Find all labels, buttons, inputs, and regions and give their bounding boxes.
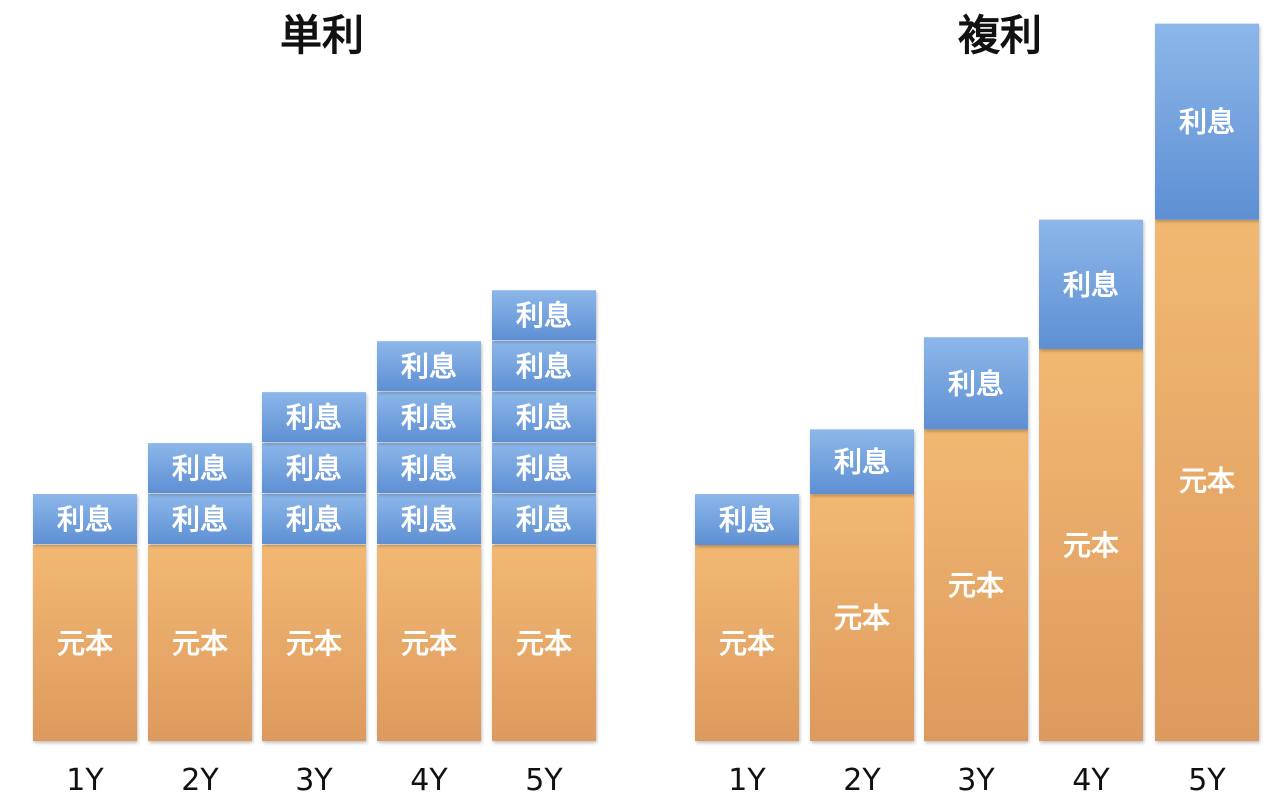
principal-bar-4-label: 元本 [401,627,457,660]
interest-bar-5 [1155,23,1259,220]
interest-block-1-1-label: 利息 [57,503,113,536]
interest-block-5-1 [492,494,596,544]
principal-bar-5 [492,545,596,741]
principal-bar-1 [33,545,137,741]
interest-block-5-3 [492,392,596,443]
interest-bar-2-label: 利息 [834,446,890,479]
interest-bar-5-label: 利息 [1179,106,1235,139]
interest-block-4-4-label: 利息 [401,350,457,383]
x-tick-label: 5Y [525,763,563,798]
principal-bar-3-label: 元本 [286,627,342,660]
x-tick-label: 5Y [1188,763,1226,798]
interest-block-4-1 [377,494,481,544]
interest-block-4-4 [377,341,481,392]
x-tick-label: 2Y [843,763,881,798]
compound-interest-title: 複利 [958,11,1042,60]
interest-bar-3-label: 利息 [948,367,1004,400]
x-tick-label: 4Y [1072,763,1110,798]
interest-block-2-2 [148,443,252,494]
interest-block-5-4 [492,341,596,392]
principal-bar-2 [810,494,914,741]
interest-block-3-2 [262,443,366,494]
interest-block-5-3-label: 利息 [516,401,572,434]
interest-block-4-1-label: 利息 [401,503,457,536]
principal-bar-2-label: 元本 [172,627,228,660]
interest-bar-1 [695,494,799,545]
principal-bar-3-label: 元本 [948,569,1004,602]
interest-block-3-3 [262,392,366,443]
interest-block-2-1-label: 利息 [172,503,228,536]
interest-block-2-1 [148,494,252,544]
principal-bar-5-label: 元本 [516,627,572,660]
principal-bar-4 [1039,349,1143,741]
interest-block-4-3 [377,392,481,443]
interest-block-2-2-label: 利息 [172,452,228,485]
principal-bar-5-label: 元本 [1179,464,1235,497]
interest-bar-2 [810,429,914,495]
interest-block-1-1 [33,494,137,544]
interest-block-5-2-label: 利息 [516,452,572,485]
interest-bar-4-label: 利息 [1063,268,1119,301]
interest-block-5-5 [492,290,596,341]
interest-block-4-3-label: 利息 [401,401,457,434]
simple-interest-panel: 元本利息1Y元本利息利息2Y元本利息利息利息3Y元本利息利息利息利息4Y元本利息… [33,290,596,798]
interest-block-4-2-label: 利息 [401,452,457,485]
x-tick-label: 3Y [295,763,333,798]
x-tick-label: 2Y [181,763,219,798]
interest-block-3-1-label: 利息 [286,503,342,536]
x-tick-label: 1Y [66,763,104,798]
interest-block-5-5-label: 利息 [516,299,572,332]
principal-bar-3 [262,545,366,741]
x-tick-label: 1Y [728,763,766,798]
simple-interest-title: 単利 [280,11,364,60]
x-tick-label: 4Y [410,763,448,798]
interest-block-5-2 [492,443,596,494]
principal-bar-4-label: 元本 [1063,529,1119,562]
interest-bar-3 [924,337,1028,430]
interest-block-3-1 [262,494,366,544]
x-tick-label: 3Y [957,763,995,798]
principal-bar-4 [377,545,481,741]
interest-block-5-4-label: 利息 [516,350,572,383]
principal-bar-1-label: 元本 [57,627,113,660]
interest-block-4-2 [377,443,481,494]
principal-bar-2-label: 元本 [834,602,890,635]
principal-bar-1-label: 元本 [719,627,775,660]
interest-block-5-1-label: 利息 [516,503,572,536]
interest-bar-4 [1039,219,1143,349]
interest-block-3-2-label: 利息 [286,452,342,485]
principal-bar-1 [695,545,799,741]
principal-bar-5 [1155,219,1259,741]
interest-bar-1-label: 利息 [719,504,775,537]
interest-block-3-3-label: 利息 [286,401,342,434]
principal-bar-3 [924,429,1028,741]
principal-bar-2 [148,545,252,741]
